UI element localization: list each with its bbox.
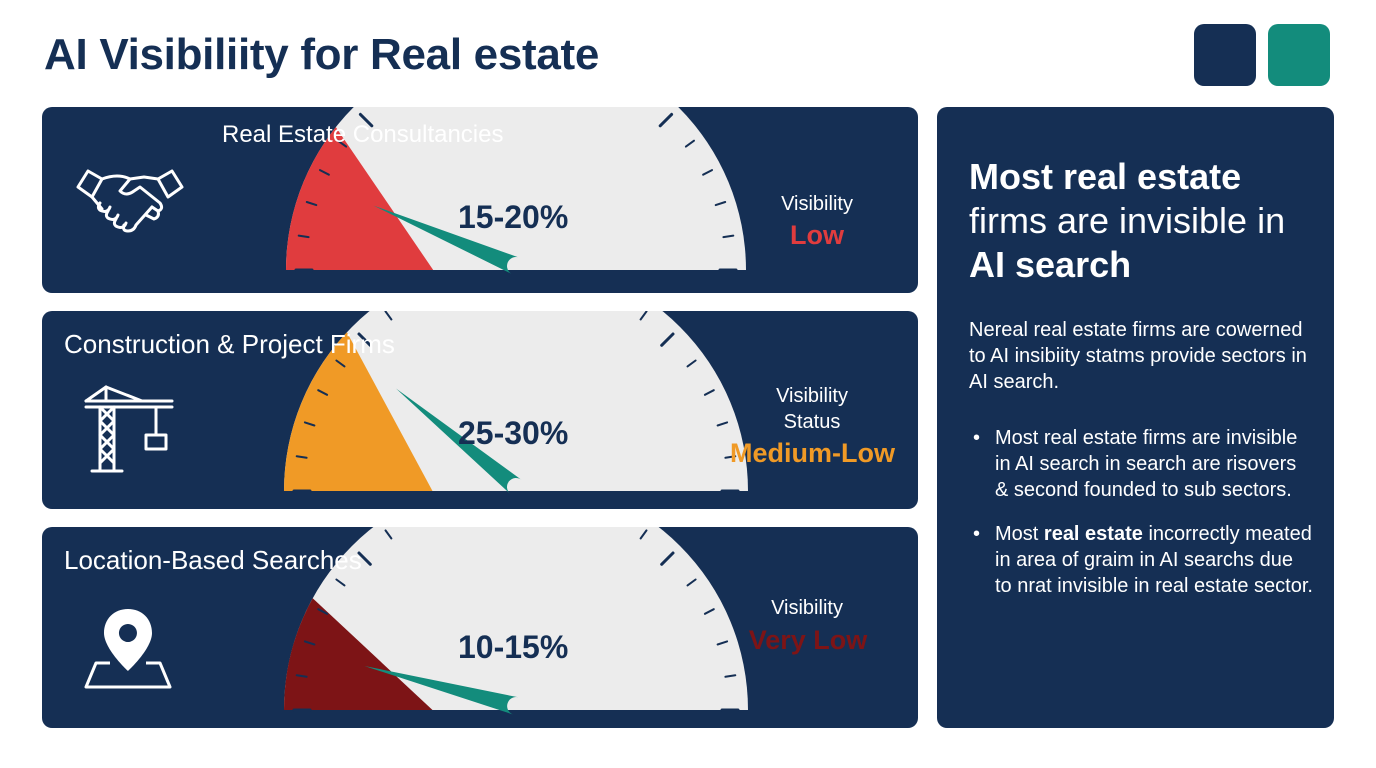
gauge-face bbox=[284, 527, 748, 710]
sector-title: Real Estate Consultancies bbox=[222, 121, 504, 148]
gauge-value: 10-15% bbox=[458, 629, 569, 665]
gauge-tick bbox=[702, 169, 713, 176]
gauge-tick bbox=[658, 112, 674, 128]
visibility-status: Medium-Low bbox=[730, 438, 895, 468]
summary-bullets: • Most real estate firms are invisible in… bbox=[969, 425, 1314, 617]
gauge-tick bbox=[384, 529, 393, 540]
summary-panel: Most real estate firms are invisible in … bbox=[937, 107, 1334, 728]
gauge-tick bbox=[357, 332, 372, 347]
gauge-tick bbox=[295, 674, 308, 678]
teal-color-swatch bbox=[1268, 24, 1330, 86]
bullet-item: • Most real estate firms are invisible in… bbox=[973, 427, 1298, 501]
visibility-label: Visibility Status bbox=[776, 385, 848, 433]
gauge-value: 25-30% bbox=[458, 415, 569, 451]
gauge-tick bbox=[335, 578, 346, 587]
gauge-tick bbox=[639, 311, 648, 321]
gauge-tick bbox=[686, 359, 697, 368]
gauge-tick bbox=[358, 112, 374, 128]
handshake-icon bbox=[76, 169, 184, 233]
visibility-gauge bbox=[284, 311, 748, 494]
sector-card-location: Location-Based Searches 10-15% Visibilit… bbox=[42, 527, 918, 728]
gauge-fill-segment bbox=[284, 332, 433, 491]
gauge-tick bbox=[724, 674, 737, 678]
gauge-tick bbox=[722, 234, 735, 239]
summary-intro: Nereal real estate firms are cowerned to… bbox=[969, 319, 1307, 393]
sector-card-consultancies: Real Estate Consultancies 15-20% Visibil… bbox=[42, 107, 918, 293]
gauge-tick bbox=[639, 529, 648, 540]
sector-title: Location-Based Searches bbox=[64, 545, 362, 575]
gauge-tick bbox=[317, 608, 329, 615]
gauge-needle bbox=[396, 388, 522, 494]
visibility-label: Visibility bbox=[781, 193, 853, 215]
bullet-item: • Most real estate incorrectly meated in … bbox=[973, 523, 1313, 597]
gauge-tick bbox=[686, 578, 697, 587]
gauge-value: 15-20% bbox=[458, 199, 569, 235]
visibility-gauge bbox=[286, 107, 746, 275]
gauge-needle bbox=[373, 205, 520, 275]
gauge-tick bbox=[716, 421, 729, 427]
gauge-tick bbox=[703, 608, 715, 615]
gauge-tick bbox=[724, 455, 737, 459]
map-pin-icon bbox=[84, 609, 172, 689]
gauge-tick bbox=[335, 359, 346, 368]
gauge-tick bbox=[384, 311, 393, 321]
sector-title: Construction & Project Firms bbox=[64, 329, 395, 359]
gauge-tick bbox=[357, 551, 372, 566]
gauge-needle bbox=[364, 666, 519, 715]
gauge-tick bbox=[297, 234, 310, 239]
gauge-tick bbox=[317, 389, 329, 396]
navy-color-swatch bbox=[1194, 24, 1256, 86]
gauge-tick bbox=[660, 551, 675, 566]
gauge-tick bbox=[303, 640, 316, 646]
gauge-fill-segment bbox=[286, 127, 434, 270]
gauge-fill-segment bbox=[284, 598, 433, 710]
crane-icon bbox=[84, 385, 174, 473]
visibility-status: Low bbox=[790, 220, 844, 250]
gauge-tick bbox=[684, 139, 695, 148]
gauge-tick bbox=[295, 455, 308, 459]
gauge-tick bbox=[305, 201, 318, 207]
gauge-tick bbox=[703, 389, 715, 396]
summary-headline: Most real estate firms are invisible in … bbox=[969, 156, 1286, 285]
visibility-status: Very Low bbox=[748, 625, 868, 655]
visibility-gauge bbox=[284, 527, 748, 715]
gauge-tick bbox=[319, 169, 330, 176]
gauge-tick bbox=[716, 640, 729, 646]
sector-card-construction: Construction & Project Firms 25-30% Visi… bbox=[42, 311, 918, 509]
page-title: AI Visibiliity for Real estate bbox=[44, 30, 600, 79]
gauge-tick bbox=[660, 332, 675, 347]
visibility-label: Visibility bbox=[771, 597, 843, 619]
gauge-tick bbox=[303, 421, 316, 427]
gauge-tick bbox=[337, 139, 348, 148]
gauge-tick bbox=[714, 201, 727, 207]
